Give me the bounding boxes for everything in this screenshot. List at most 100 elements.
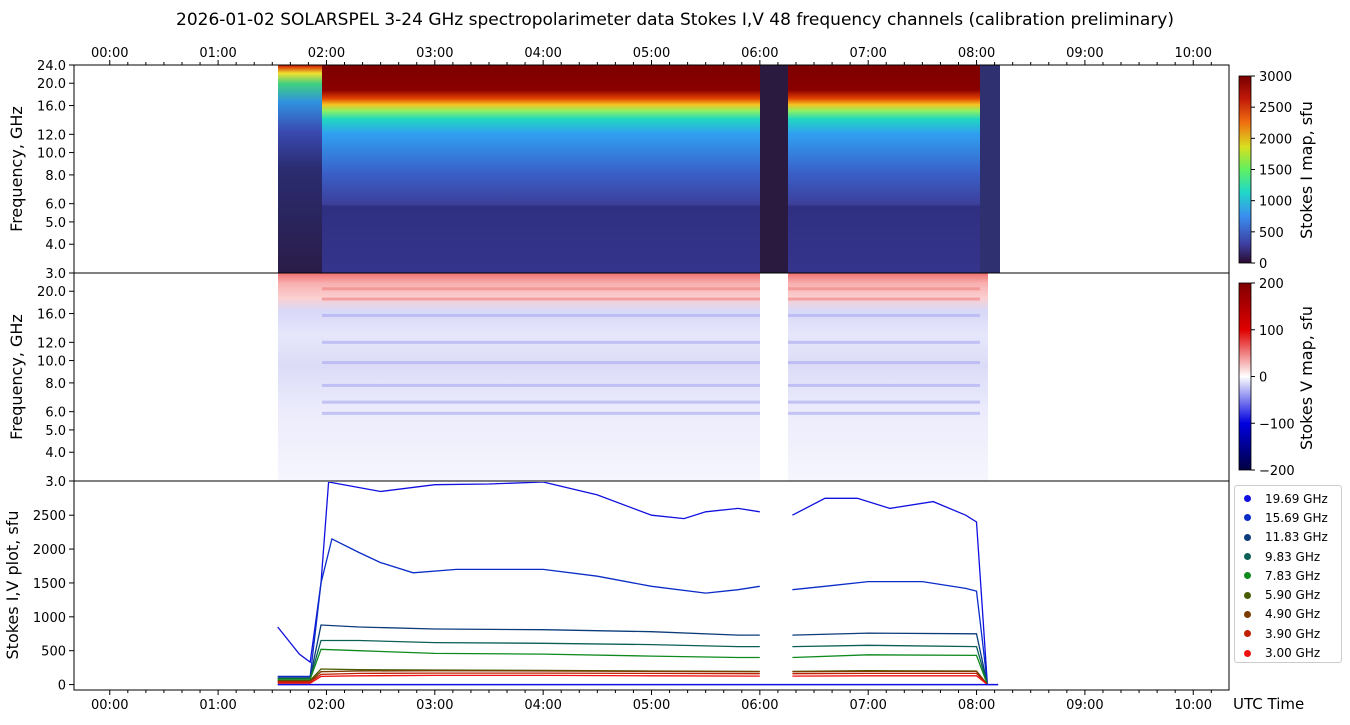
y-tick-label: 5.0 [45, 216, 66, 231]
y-tick-label: 16.0 [37, 100, 66, 115]
legend-marker [1244, 630, 1251, 638]
legend-item: 7.83 GHz [1241, 566, 1341, 585]
stokes-v-channel-stripe [788, 361, 980, 365]
panel3-ylabel: Stokes I,V plot, sfu [3, 511, 22, 660]
legend-marker [1244, 649, 1251, 657]
legend-label: 4.90 GHz [1265, 607, 1321, 622]
colorbar-tick-label: 500 [1259, 226, 1284, 241]
stokes-v-channel-stripe [788, 287, 980, 291]
series-line [792, 497, 989, 685]
y-tick-label: 1500 [33, 577, 66, 592]
x-tick-label: 08:00 [958, 46, 995, 61]
y-tick-label: 8.0 [45, 377, 66, 392]
y-tick-label: 12.0 [37, 128, 66, 143]
legend-item: 15.69 GHz [1241, 508, 1341, 527]
y-tick-label: 16.0 [37, 308, 66, 323]
y-tick-label: 4.0 [45, 238, 66, 253]
y-tick-label: 6.0 [45, 198, 66, 213]
stokes-v-channel-stripe [788, 383, 980, 387]
colorbar-tick-label: 1500 [1259, 164, 1292, 179]
colorbar-tick-label: −100 [1259, 417, 1295, 432]
y-tick-label: 20.0 [37, 77, 66, 92]
legend-label: 3.90 GHz [1265, 626, 1321, 641]
stokes-v-channel-stripe [788, 340, 980, 344]
x-tick-label: 01:00 [199, 46, 236, 61]
stokes-v-panel: 200 100 0 −100 −200 Stokes V map, sfu Freque… [7, 272, 1316, 490]
y-tick-label: 5.0 [45, 424, 66, 439]
legend-marker [1244, 610, 1251, 618]
stokes-v-channel-stripe [322, 400, 760, 404]
x-tick-label: 01:00 [199, 698, 236, 713]
stokes-v-colorbar [1238, 282, 1252, 471]
legend-label: 5.90 GHz [1265, 588, 1321, 603]
stokes-v-channel-stripe [322, 411, 760, 415]
y-tick-label: 12.0 [37, 336, 66, 351]
series-line [277, 482, 760, 664]
y-tick-label: 6.0 [45, 406, 66, 421]
panel1-ylabel: Frequency, GHz [7, 106, 26, 232]
series-line [277, 537, 760, 678]
y-tick-label: 500 [41, 645, 66, 660]
colorbar-tick-label: 1000 [1259, 195, 1292, 210]
x-tick-label: 03:00 [416, 698, 453, 713]
stokes-v-colorbar-label: Stokes V map, sfu [1297, 306, 1316, 450]
stokes-i-early-block [278, 65, 322, 273]
colorbar-tick-label: −200 [1259, 464, 1295, 479]
y-tick-label: 2500 [33, 509, 66, 524]
y-tick-label: 4.0 [45, 446, 66, 461]
stokes-v-channel-stripe [788, 400, 980, 404]
stokes-v-channel-stripe [322, 287, 760, 291]
legend-item: 5.90 GHz [1241, 585, 1341, 604]
legend-marker [1244, 591, 1251, 599]
stokes-v-channel-stripe [322, 340, 760, 344]
x-tick-label: 06:00 [741, 698, 778, 713]
stokes-plot-panel: Stokes I,V plot, sfu 0 500 1000 1500 2000 250… [3, 480, 1230, 713]
stokes-v-channel-stripe [788, 313, 980, 317]
y-tick-label: 2000 [33, 543, 66, 558]
x-tick-label: 07:00 [849, 698, 886, 713]
x-tick-label: 02:00 [308, 46, 345, 61]
y-tick-label: 20.0 [37, 285, 66, 300]
legend-item: 4.90 GHz [1241, 605, 1341, 624]
x-tick-label: 05:00 [633, 698, 670, 713]
y-tick-label: 10.0 [37, 355, 66, 370]
series-line [792, 632, 989, 685]
stokes-i-colorbar-label: Stokes I map, sfu [1297, 101, 1316, 239]
y-tick-label: 3.0 [45, 267, 66, 282]
series-line [277, 670, 760, 682]
series-line [792, 644, 989, 685]
colorbar-tick-label: 3000 [1259, 70, 1292, 85]
x-tick-label: 10:00 [1175, 698, 1212, 713]
legend-marker [1244, 533, 1251, 541]
stokes-i-tail [980, 65, 1000, 273]
y-tick-label: 1000 [33, 611, 66, 626]
colorbar-tick-label: 0 [1259, 257, 1267, 272]
x-tick-label: 05:00 [633, 46, 670, 61]
stokes-v-channel-stripe [322, 313, 760, 317]
legend-item: 11.83 GHz [1241, 528, 1341, 547]
legend: 19.69 GHz 15.69 GHz 11.83 GHz 9.83 GHz 7.83 … [1234, 485, 1342, 663]
legend-item: 3.90 GHz [1241, 624, 1341, 643]
colorbar-tick-label: 200 [1259, 277, 1284, 292]
stokes-i-gap [760, 65, 788, 273]
y-tick-label: 8.0 [45, 169, 66, 184]
y-tick-label: 3.0 [45, 475, 66, 490]
y-tick-label: 24.0 [37, 59, 66, 74]
chart-title: 2026-01-02 SOLARSPEL 3-24 GHz spectropol… [176, 10, 1174, 30]
legend-label: 11.83 GHz [1265, 530, 1328, 545]
series-line [792, 654, 989, 685]
stokes-v-after-gap-block [788, 273, 988, 481]
legend-item: 3.00 GHz [1241, 643, 1341, 662]
series-line [792, 670, 988, 686]
legend-item: 9.83 GHz [1241, 547, 1341, 566]
legend-label: 19.69 GHz [1265, 491, 1328, 506]
stokes-i-colorbar [1238, 75, 1252, 264]
legend-label: 9.83 GHz [1265, 549, 1321, 564]
legend-label: 15.69 GHz [1265, 510, 1328, 525]
stokes-v-block [278, 273, 760, 481]
x-tick-label: 00:00 [91, 46, 128, 61]
series-line [277, 648, 760, 680]
series-line [277, 672, 760, 683]
series-line [277, 639, 760, 680]
y-tick-label: 0 [58, 679, 66, 694]
